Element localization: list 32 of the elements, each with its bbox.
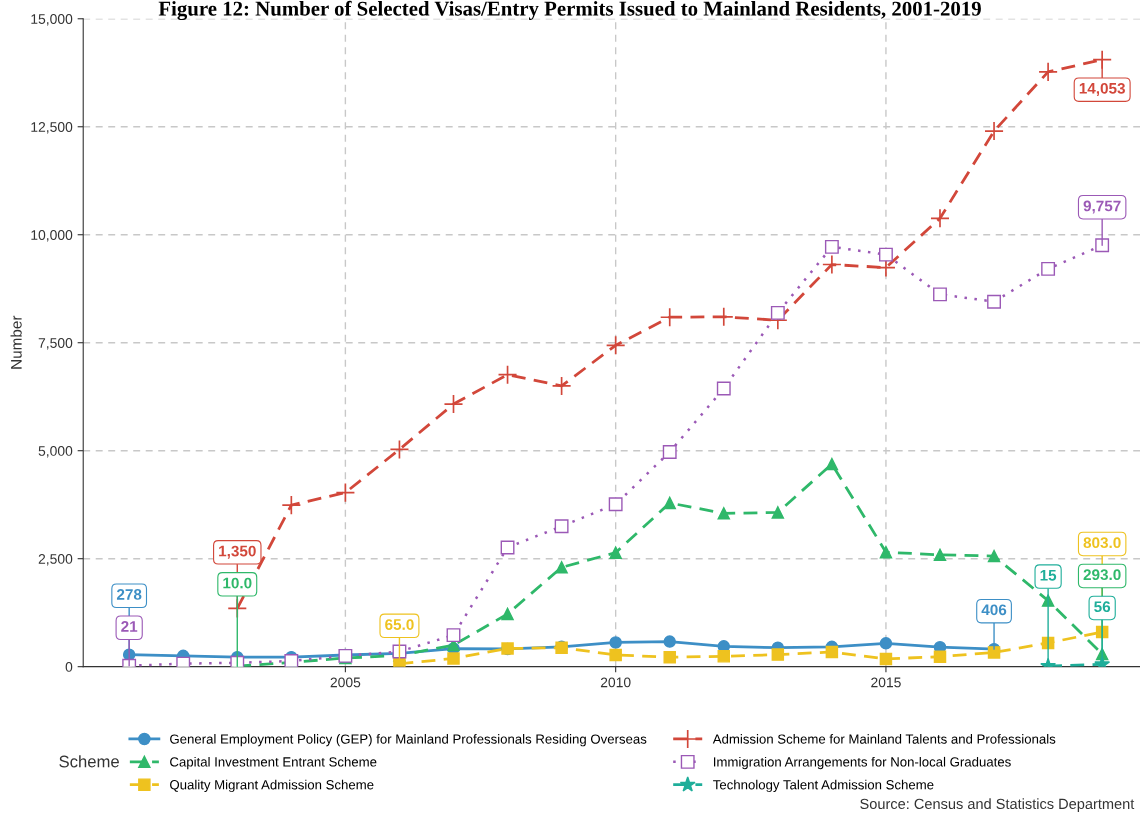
data-label: 15: [1040, 570, 1057, 581]
data-label: 14,053: [1079, 82, 1125, 96]
y-tick-label: 15,000: [31, 14, 73, 26]
legend-label: Immigration Arrangements for Non-local Graduates: [714, 756, 1011, 770]
legend-label: Capital Investment Entrant Scheme: [170, 756, 377, 770]
data-label: 21: [121, 621, 138, 632]
legend-label: Quality Migrant Admission Scheme: [170, 779, 374, 793]
x-tick-label: 2010: [600, 677, 631, 688]
y-tick-label: 2,500: [38, 554, 73, 566]
y-tick-label: 10,000: [31, 230, 73, 242]
data-label: 406: [981, 604, 1007, 616]
y-tick-label: 7,500: [38, 338, 73, 350]
y-axis-title: Number: [10, 315, 22, 369]
data-label: 293.0: [1083, 569, 1121, 581]
legend-label: Technology Talent Admission Scheme: [713, 779, 934, 793]
source-note: Source: Census and Statistics Department: [860, 798, 1135, 812]
x-tick-label: 2015: [871, 677, 901, 688]
legend-label: Admission Scheme for Mainland Talents and Professionals: [712, 734, 1056, 744]
data-label: 10.0: [223, 577, 252, 589]
chart-title: Figure 12: Number of Selected Visas/Entry Permits Issued to Mainland Residents, 2001-2019: [158, 0, 981, 21]
y-tick-label: 0: [65, 662, 73, 672]
x-tick-label: 2005: [330, 677, 361, 688]
y-tick-label: 5,000: [38, 446, 73, 458]
y-tick-label: 12,500: [31, 122, 73, 134]
data-label: 803.0: [1083, 537, 1121, 549]
data-label: 56: [1094, 601, 1111, 613]
data-label: 278: [116, 589, 142, 600]
data-label: 1,350: [219, 545, 256, 559]
legend-label: General Employment Policy (GEP) for Mainland Professionals Residing Overseas: [170, 734, 647, 747]
legend-title: Scheme: [59, 755, 119, 768]
data-label: 65.0: [385, 619, 414, 630]
data-label: 9,757: [1083, 200, 1121, 214]
